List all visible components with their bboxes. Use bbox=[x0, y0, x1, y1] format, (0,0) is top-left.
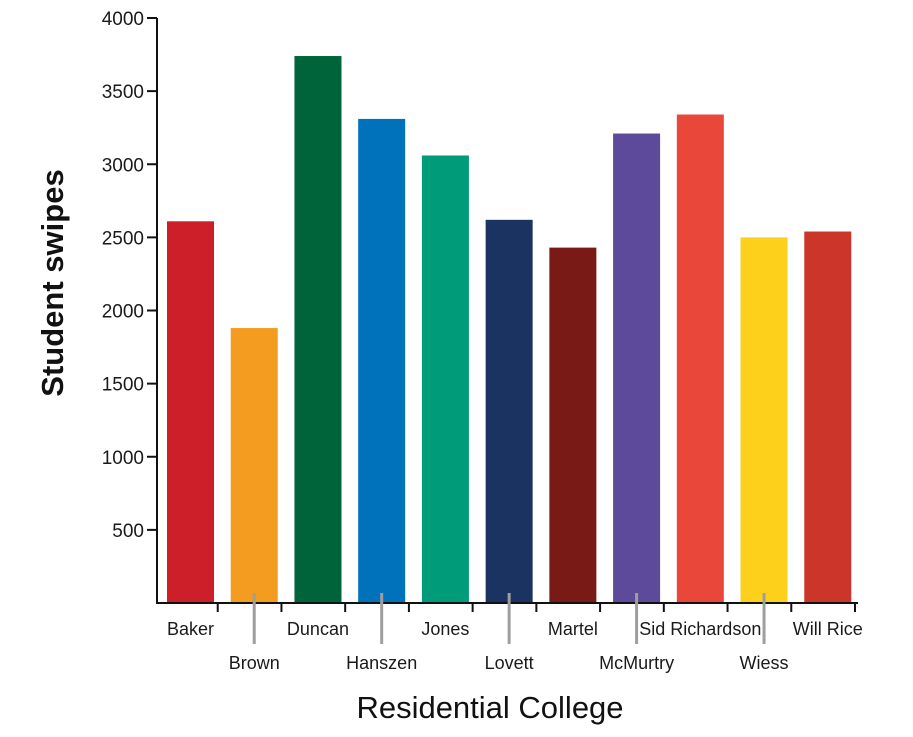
y-tick-label: 1000 bbox=[102, 448, 144, 469]
bars-layer bbox=[167, 56, 852, 604]
category-label: Jones bbox=[421, 619, 469, 639]
category-label: Hanszen bbox=[346, 653, 417, 673]
category-label: Duncan bbox=[287, 619, 349, 639]
bar-baker bbox=[167, 221, 214, 603]
bar-mcmurtry bbox=[613, 133, 661, 603]
x-axis-title: Residential College bbox=[356, 690, 623, 725]
category-label: Sid Richardson bbox=[639, 619, 761, 639]
bar-hanszen bbox=[358, 118, 406, 603]
x-ticks bbox=[216, 603, 856, 612]
category-label: Martel bbox=[548, 619, 598, 639]
y-tick-label: 4000 bbox=[102, 9, 144, 30]
category-label: Will Rice bbox=[793, 619, 863, 639]
bar-sid-richardson bbox=[676, 114, 724, 604]
y-tick-label: 3500 bbox=[102, 82, 144, 103]
y-tick-label: 3000 bbox=[102, 155, 144, 176]
bar-lovett bbox=[485, 219, 533, 603]
bar-jones bbox=[421, 155, 469, 603]
category-label: Lovett bbox=[485, 653, 534, 673]
category-label: McMurtry bbox=[599, 653, 674, 673]
bar-duncan bbox=[294, 56, 342, 603]
bar-martel bbox=[549, 247, 597, 604]
category-label: Wiess bbox=[740, 653, 789, 673]
category-label: Baker bbox=[167, 619, 214, 639]
bar-will-rice bbox=[804, 231, 852, 603]
y-ticks: 500 1000 1500 2000 2500 3000 3500 4000 bbox=[102, 9, 157, 542]
y-tick-label: 2000 bbox=[102, 302, 144, 323]
bar-brown bbox=[230, 328, 278, 603]
y-tick-label: 500 bbox=[112, 521, 144, 542]
y-axis-title: Student swipes bbox=[35, 169, 70, 396]
bar-wiess bbox=[740, 237, 788, 603]
category-label: Brown bbox=[229, 653, 280, 673]
y-tick-label: 2500 bbox=[102, 228, 144, 249]
y-tick-label: 1500 bbox=[102, 375, 144, 396]
